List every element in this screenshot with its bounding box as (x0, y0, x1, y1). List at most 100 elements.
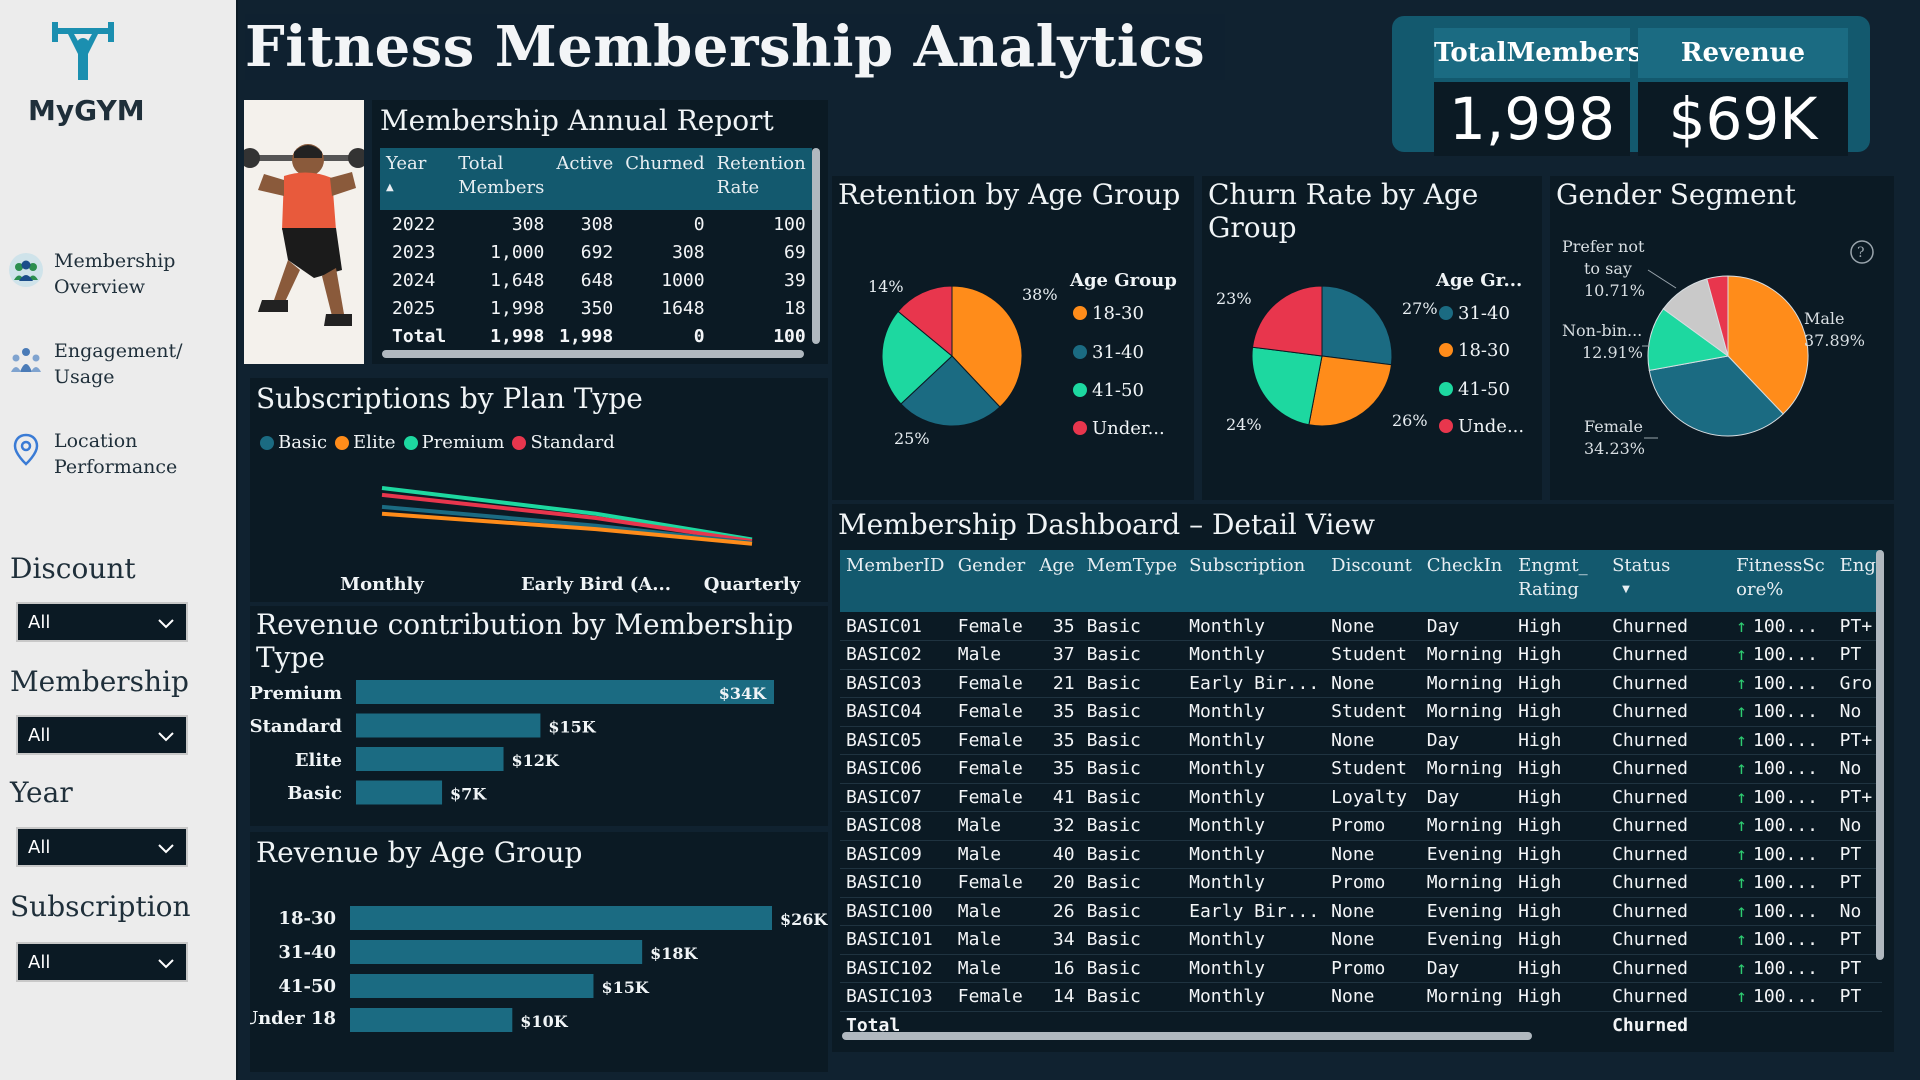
table-cell: ↑ 100... (1736, 644, 1819, 666)
page-title: Fitness Membership Analytics (245, 14, 1226, 80)
pie-slice-41-50[interactable] (881, 310, 953, 405)
nav-location-performance[interactable]: Location Performance (8, 428, 228, 480)
table-row[interactable]: BASIC04 Female 35 Basic Monthly Student Mornin… (840, 698, 1882, 726)
table-cell: High (1518, 843, 1562, 865)
bar[interactable] (356, 713, 541, 738)
series-line-elite[interactable] (381, 511, 753, 546)
table-row[interactable]: BASIC03 Female 21 Basic Early Bir... None Morn… (840, 669, 1882, 698)
horizontal-scrollbar[interactable] (382, 350, 804, 358)
legend-item[interactable]: 41-50 (1092, 380, 1144, 401)
series-line-premium[interactable] (381, 486, 753, 542)
column-header[interactable]: Subscription (1183, 550, 1326, 612)
column-header[interactable]: Year ▲ (380, 148, 453, 210)
bar[interactable] (350, 974, 594, 998)
legend-item[interactable]: 31-40 (1092, 342, 1144, 363)
help-icon[interactable] (1850, 240, 1874, 264)
table-cell: ↑ 100... (1736, 929, 1819, 951)
nav-membership-overview[interactable]: Membership Overview (8, 248, 228, 300)
column-header[interactable]: Status ▼ (1606, 550, 1731, 612)
bar[interactable] (350, 940, 643, 964)
series-line-standard[interactable] (381, 492, 753, 544)
pie-slice-female[interactable] (1648, 355, 1784, 437)
horizontal-scrollbar[interactable] (842, 1032, 1532, 1040)
membership-dropdown[interactable]: All (16, 715, 188, 755)
legend-item[interactable]: 18-30 (1458, 340, 1510, 361)
pie-slice-18-30[interactable] (1308, 355, 1393, 427)
table-row[interactable]: BASIC01 Female 35 Basic Monthly None Day High Ch… (840, 612, 1882, 641)
column-header[interactable]: CheckIn (1420, 550, 1513, 612)
column-header[interactable]: Eng (1833, 550, 1882, 612)
table-row[interactable]: BASIC02 Male 37 Basic Monthly Student Morning H… (840, 641, 1882, 669)
vertical-scrollbar[interactable] (1876, 550, 1884, 960)
table-cell: 308 (511, 213, 545, 235)
column-header[interactable]: Active (550, 148, 620, 210)
column-header[interactable]: MemType (1080, 550, 1184, 612)
app-name: MyGYM (28, 94, 145, 127)
pie-slice-under-18[interactable] (1251, 285, 1323, 357)
table-row[interactable]: BASIC101 Male 34 Basic Monthly None Evening Hig… (840, 926, 1882, 954)
pie-slice-31-40[interactable] (1321, 285, 1393, 366)
bar[interactable] (350, 906, 772, 930)
pie-slice-non-binary[interactable] (1647, 308, 1730, 371)
legend-item-elite[interactable]: Elite (335, 432, 396, 453)
pie-slice-31-40[interactable] (900, 355, 1001, 427)
table-row[interactable]: BASIC07 Female 41 Basic Monthly Loyalty Day Hig… (840, 783, 1882, 812)
bar[interactable] (350, 1008, 513, 1032)
arrow-up-icon: ↑ (1736, 900, 1747, 922)
detail-panel: Membership Dashboard – Detail View Membe… (832, 504, 1894, 1052)
table-cell: 1648 (661, 297, 705, 319)
nav-label: Overview (54, 276, 145, 298)
nav-engagement-usage[interactable]: Engagement/ Usage (8, 338, 228, 390)
legend-item[interactable]: 41-50 (1458, 379, 1510, 400)
legend-item[interactable]: Unde... (1458, 416, 1524, 437)
vertical-scrollbar[interactable] (812, 148, 820, 344)
table-row[interactable]: BASIC103 Female 14 Basic Monthly None Morning H… (840, 983, 1882, 1011)
table-row[interactable]: BASIC08 Male 32 Basic Monthly Promo Morning Hig… (840, 812, 1882, 840)
table-row[interactable]: BASIC05 Female 35 Basic Monthly None Day High Ch… (840, 726, 1882, 755)
chevron-down-icon (158, 844, 174, 854)
legend-item[interactable]: 31-40 (1458, 303, 1510, 324)
column-header[interactable]: Churned (619, 148, 711, 210)
table-row[interactable]: BASIC06 Female 35 Basic Monthly Student Mornin… (840, 755, 1882, 783)
legend-dot (1439, 306, 1453, 320)
legend-item[interactable]: Under... (1092, 418, 1165, 439)
bar[interactable] (356, 747, 504, 771)
table-cell: BASIC102 (846, 957, 933, 979)
legend-item[interactable]: 18-30 (1092, 303, 1144, 324)
column-header[interactable]: Age (1033, 550, 1081, 612)
table-row[interactable]: BASIC100 Male 26 Basic Early Bir... None Eveni… (840, 897, 1882, 926)
table-cell: Male (957, 900, 1002, 922)
pie-label: 26% (1392, 411, 1428, 430)
legend-item-basic[interactable]: Basic (260, 432, 327, 453)
pie-slice-41-50[interactable] (1251, 346, 1323, 426)
pie-slice-under-18[interactable] (897, 285, 953, 358)
table-cell: High (1518, 786, 1562, 808)
pie-slice-18-30[interactable] (951, 285, 1023, 408)
column-header[interactable]: Engmt_ Rating (1512, 550, 1607, 612)
table-cell: 35 (1052, 615, 1075, 637)
legend-item-premium[interactable]: Premium (403, 432, 504, 453)
column-header[interactable]: Retention Rate (710, 148, 812, 210)
dropdown-value: All (28, 612, 51, 633)
table-row[interactable]: BASIC09 Male 40 Basic Monthly None Evening High… (840, 840, 1882, 869)
table-row[interactable]: BASIC102 Male 16 Basic Monthly Promo Day High Ch… (840, 954, 1882, 983)
legend-item-standard[interactable]: Standard (512, 432, 615, 453)
column-header[interactable]: Total Members (452, 148, 551, 210)
column-header[interactable]: MemberID (840, 550, 952, 612)
column-header[interactable]: Gender (951, 550, 1034, 612)
pie-slice-male[interactable] (1727, 275, 1809, 415)
subscriptions-line-chart: Monthly Early Bird (A... Quarterly (340, 486, 801, 595)
subscription-dropdown[interactable]: All (16, 942, 188, 982)
bar[interactable] (356, 680, 774, 704)
table-cell: Female (957, 786, 1023, 808)
bar[interactable] (356, 780, 443, 805)
table-row[interactable]: BASIC10 Female 20 Basic Monthly Promo Morning H… (840, 869, 1882, 897)
table-cell: Early Bir... (1189, 672, 1320, 694)
table-cell: Total (846, 1015, 901, 1036)
discount-dropdown[interactable]: All (16, 602, 188, 642)
column-header[interactable]: FitnessSc ore% (1730, 550, 1834, 612)
total-members-value: 1,998 (1434, 82, 1630, 156)
pie-slice-other[interactable] (1706, 275, 1729, 357)
year-dropdown[interactable]: All (16, 827, 188, 867)
column-header[interactable]: Discount (1325, 550, 1421, 612)
